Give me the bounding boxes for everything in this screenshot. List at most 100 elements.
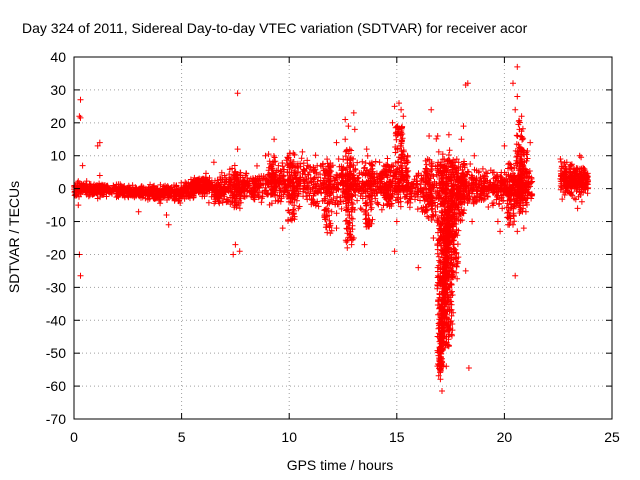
data-point <box>481 186 488 193</box>
data-point <box>377 175 384 182</box>
data-point <box>448 187 455 194</box>
data-point <box>494 173 501 180</box>
data-point <box>469 196 476 203</box>
data-point <box>459 180 466 187</box>
outlier-point <box>363 146 370 153</box>
data-point <box>393 123 400 130</box>
data-point <box>438 360 444 367</box>
data-point <box>301 167 308 174</box>
outlier-point <box>361 241 368 248</box>
data-point <box>342 148 349 155</box>
data-point <box>368 204 375 211</box>
data-point <box>478 178 485 185</box>
data-point <box>476 184 483 190</box>
outlier-point <box>525 169 532 176</box>
data-point <box>265 151 272 158</box>
data-point <box>451 230 458 237</box>
data-point <box>311 175 317 182</box>
data-point <box>327 220 334 227</box>
data-point <box>500 179 507 186</box>
data-point <box>576 168 583 175</box>
data-point <box>346 146 353 153</box>
data-point <box>232 186 239 193</box>
data-point <box>274 192 281 199</box>
data-point <box>366 171 373 177</box>
data-point <box>385 182 392 189</box>
data-point <box>459 170 466 177</box>
data-point <box>327 198 333 205</box>
data-point <box>254 162 260 169</box>
data-point <box>104 185 111 191</box>
data-point <box>201 187 208 194</box>
data-point <box>506 188 513 195</box>
data-point <box>211 191 218 198</box>
data-point <box>118 182 125 189</box>
outlier-point <box>520 165 527 172</box>
data-point <box>519 148 526 155</box>
data-point <box>357 205 364 212</box>
data-point <box>328 208 335 215</box>
outlier-point <box>514 93 521 100</box>
data-point <box>328 188 335 195</box>
data-point <box>451 195 458 202</box>
data-point <box>464 200 471 206</box>
data-point <box>568 161 575 168</box>
data-point <box>290 179 297 186</box>
data-point <box>521 181 528 188</box>
data-point <box>271 175 278 182</box>
data-point <box>436 357 443 363</box>
data-point <box>568 182 575 188</box>
data-point <box>520 186 527 193</box>
data-point <box>77 188 84 195</box>
data-points <box>71 63 592 394</box>
data-point <box>392 149 399 156</box>
data-point <box>470 177 477 184</box>
data-point <box>249 178 256 185</box>
data-point <box>144 191 151 198</box>
data-point <box>300 178 307 185</box>
data-point <box>565 180 572 187</box>
data-point <box>110 182 117 189</box>
data-point <box>394 196 401 203</box>
data-point <box>442 270 449 277</box>
outlier-point <box>383 169 389 176</box>
data-point <box>354 197 361 204</box>
outlier-point <box>398 106 405 113</box>
data-point <box>519 136 526 143</box>
data-point <box>259 176 266 183</box>
data-point <box>205 179 212 185</box>
data-point <box>346 224 353 231</box>
data-point <box>347 228 354 235</box>
data-point <box>456 210 463 217</box>
data-point <box>358 185 365 192</box>
data-point <box>327 164 334 171</box>
data-point <box>408 190 415 197</box>
data-point <box>231 191 238 198</box>
data-point <box>199 176 206 183</box>
outlier-point <box>514 228 521 235</box>
data-point <box>512 186 519 192</box>
outlier-point <box>345 123 352 130</box>
data-point <box>417 181 424 188</box>
data-point <box>300 168 307 175</box>
data-point <box>513 132 520 139</box>
data-point <box>470 199 477 206</box>
data-point <box>241 182 248 189</box>
data-point <box>106 188 113 195</box>
data-point <box>290 206 296 213</box>
outlier-point <box>210 159 217 166</box>
data-point <box>212 177 218 184</box>
data-point <box>424 174 431 181</box>
data-point <box>436 273 443 280</box>
data-point <box>303 175 310 182</box>
data-point <box>436 350 443 356</box>
data-point <box>312 199 318 206</box>
data-point <box>234 171 241 178</box>
data-point <box>388 167 394 174</box>
data-point <box>389 162 395 169</box>
data-point <box>510 174 517 181</box>
data-point <box>439 201 446 208</box>
data-point <box>142 185 149 192</box>
data-point <box>461 185 468 192</box>
